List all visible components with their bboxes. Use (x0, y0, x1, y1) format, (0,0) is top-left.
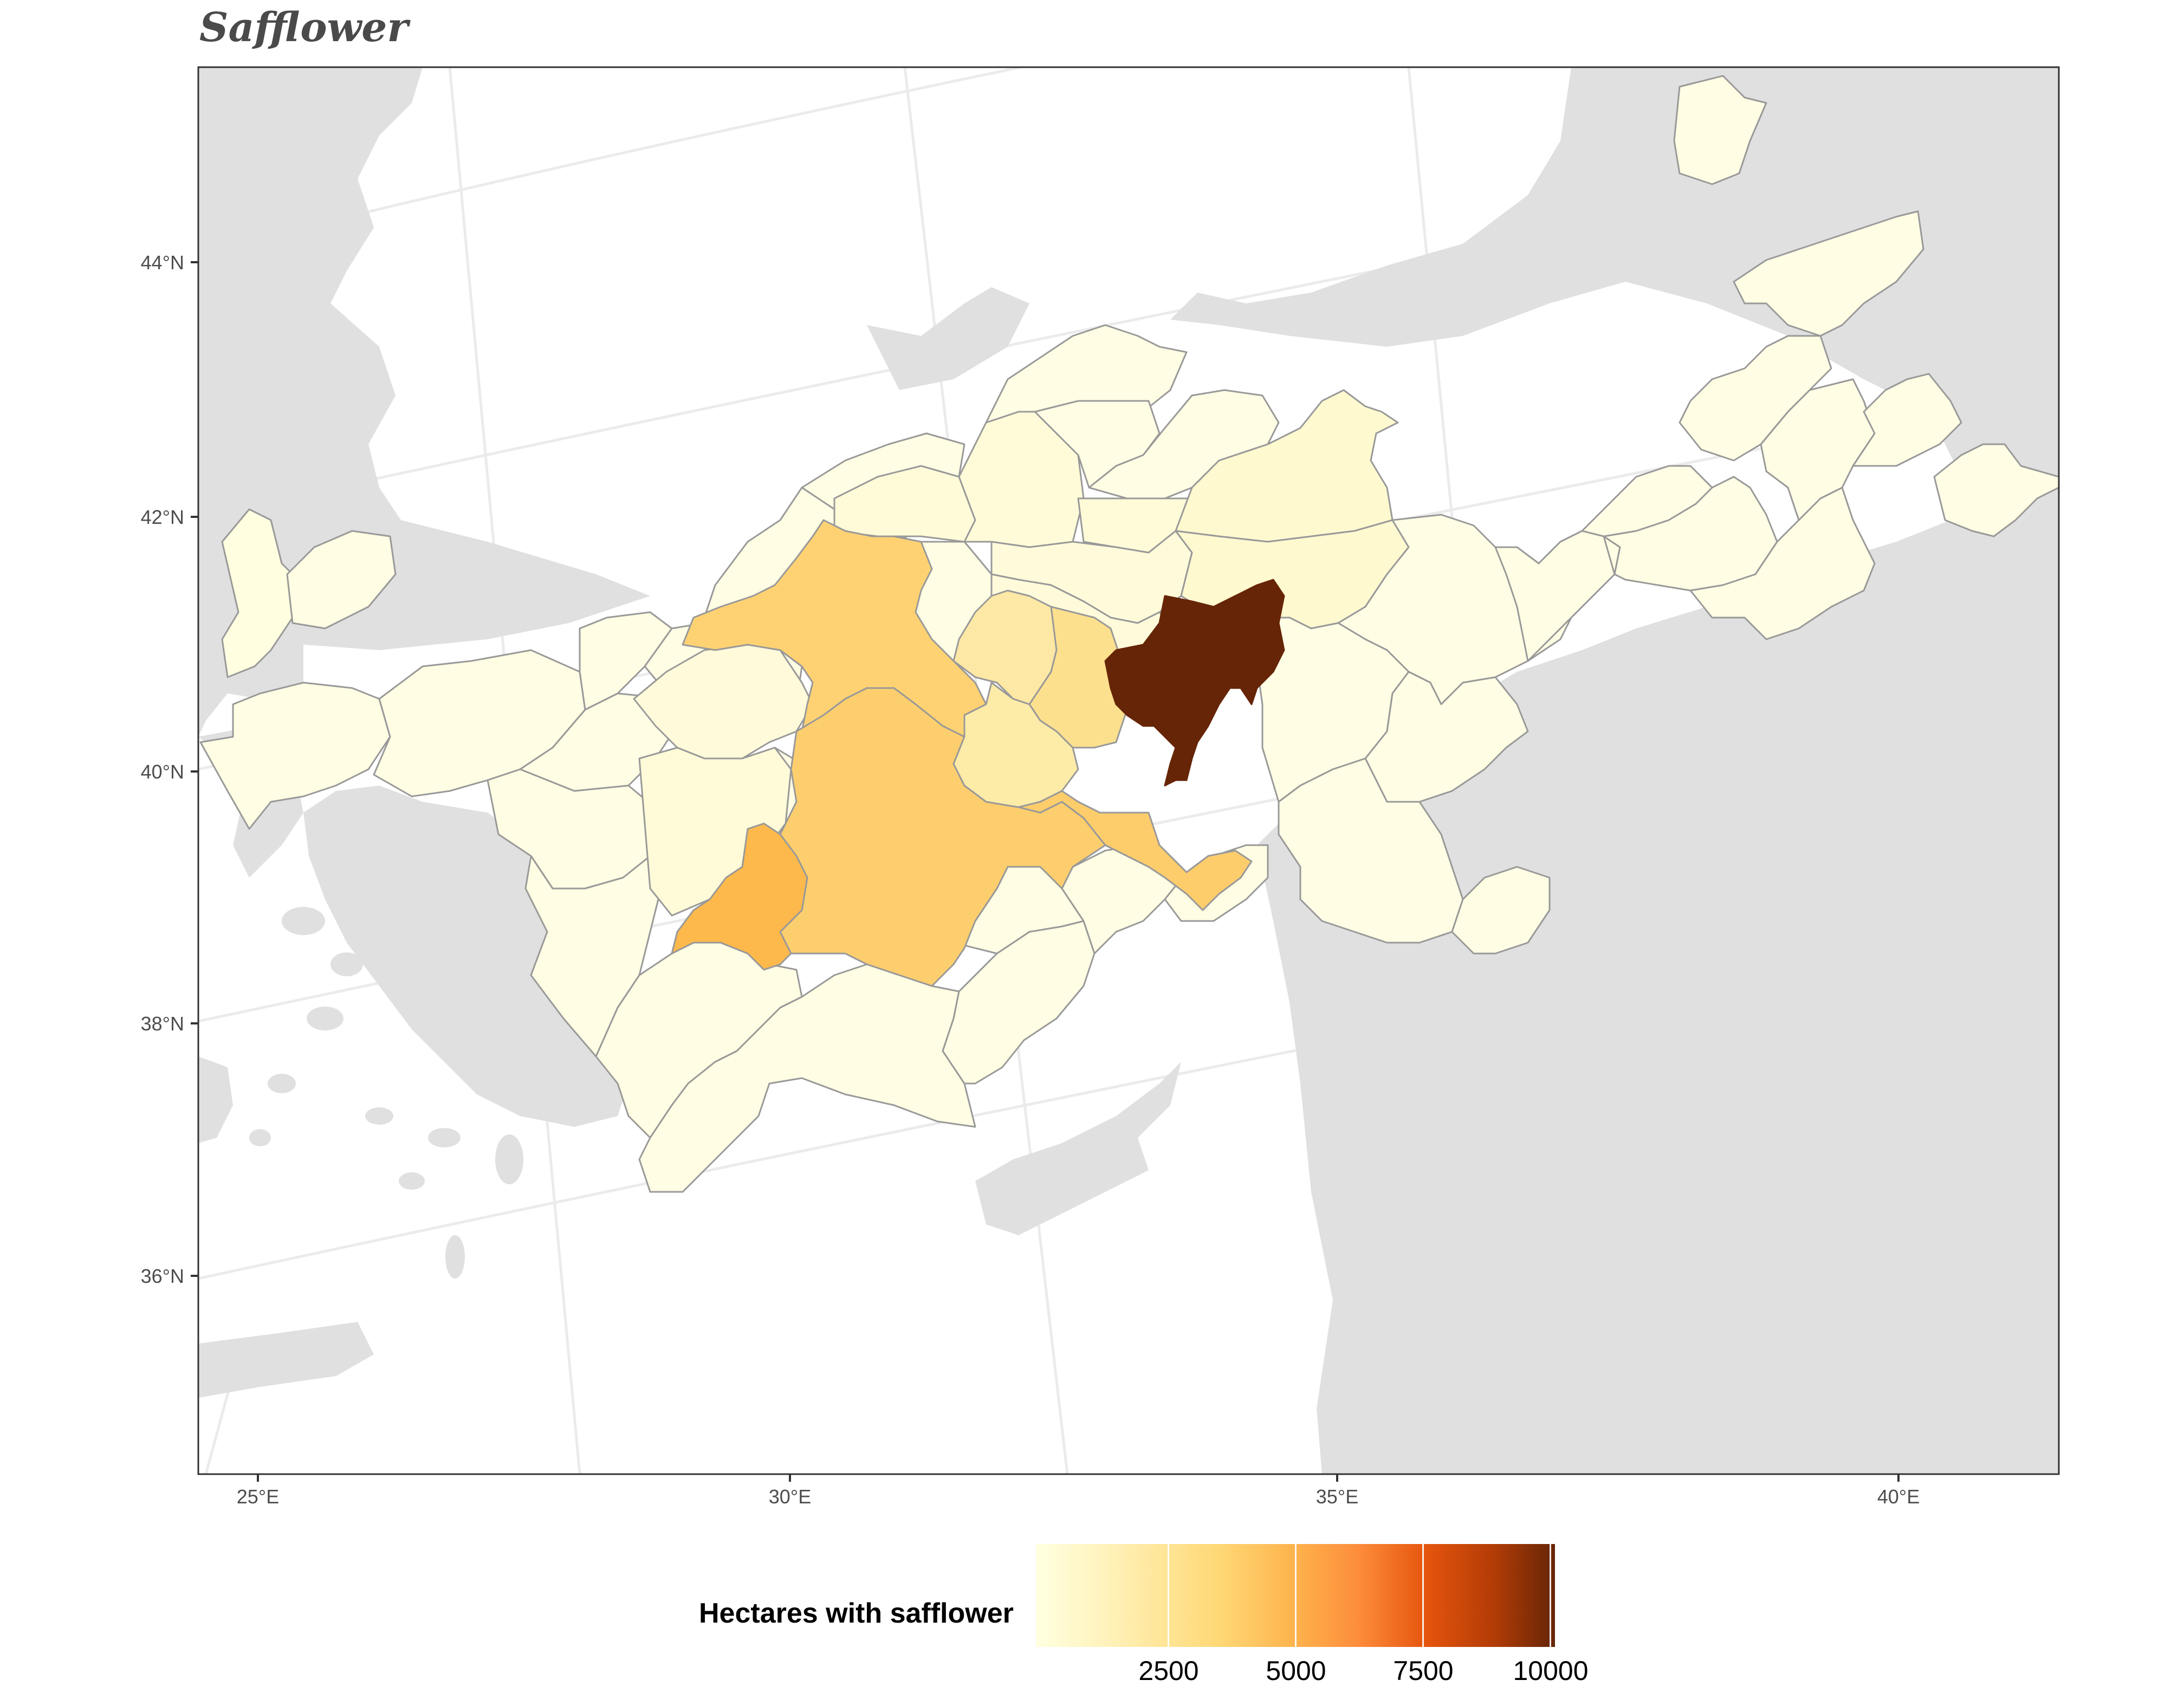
province (286, 530, 397, 630)
lon-label-25: 25°E (237, 1486, 279, 1508)
province (1494, 530, 1616, 662)
province (1933, 443, 2059, 537)
lat-label-44: 44°N (141, 251, 184, 274)
legend-title: Hectares with safflower (699, 1598, 1014, 1629)
province (1364, 671, 1529, 803)
legend-label-5000: 5000 (1266, 1656, 1326, 1686)
legend-label-7500: 7500 (1393, 1656, 1454, 1686)
legend-tick (1168, 1544, 1169, 1647)
map-title: Safflower (199, 4, 409, 51)
province (1733, 210, 1924, 337)
axis-ticks (191, 261, 1900, 1482)
lat-label-40: 40°N (141, 761, 184, 783)
province (682, 519, 987, 738)
province-polygons (199, 75, 2059, 1193)
legend-tick (1550, 1544, 1551, 1647)
legend-tick (1422, 1544, 1424, 1647)
lon-label-40: 40°E (1877, 1486, 1920, 1508)
province (1678, 335, 1832, 462)
legend-label-10000: 10000 (1513, 1656, 1589, 1686)
province (1028, 606, 1128, 749)
legend-label-2500: 2500 (1138, 1656, 1199, 1686)
lat-label-36: 36°N (141, 1265, 184, 1287)
province (671, 822, 808, 971)
lon-label-30: 30°E (769, 1486, 811, 1508)
province (1088, 389, 1280, 500)
province (1760, 378, 1876, 521)
lon-label-35: 35°E (1316, 1486, 1358, 1508)
province (1104, 579, 1285, 787)
province (1852, 373, 1962, 467)
province (1689, 486, 1876, 640)
land-masses (198, 67, 2059, 1474)
province (1451, 866, 1551, 955)
lat-label-42: 42°N (141, 506, 184, 528)
province (1673, 75, 1767, 185)
province (221, 508, 304, 678)
legend-tick (1295, 1544, 1297, 1647)
lat-label-38: 38°N (141, 1013, 184, 1035)
province (1018, 790, 1253, 911)
